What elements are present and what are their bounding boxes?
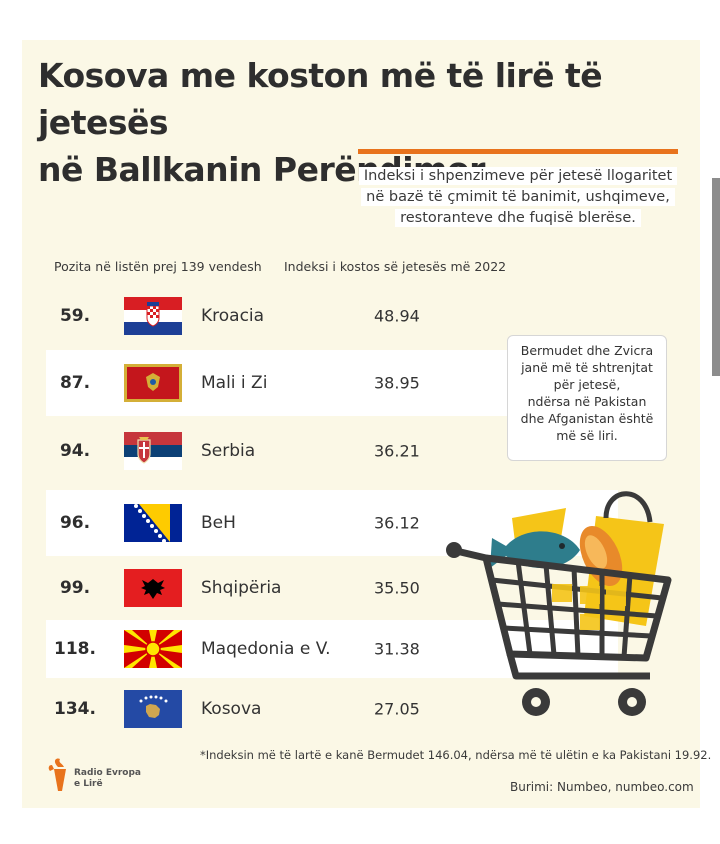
rank-column-header: Pozita në listën prej 139 vendesh	[54, 259, 262, 274]
rel-logo	[48, 758, 66, 791]
logo-line-2: e Lirë	[74, 779, 103, 789]
value-cell: 38.95	[374, 373, 420, 393]
value-column-header: Indeksi i kostos së jetesës më 2022	[284, 259, 507, 274]
kosovo-flag-icon	[124, 690, 182, 728]
value-cell: 35.50	[374, 578, 420, 598]
note-line: Bermudet dhe Zvicra	[520, 343, 654, 358]
country-cell: Kosova	[201, 699, 262, 719]
albania-flag-icon	[124, 569, 182, 607]
table-row: 94. Serbia 36.21	[46, 419, 618, 483]
source-note: Burimi: Numbeo, numbeo.com	[510, 780, 694, 794]
value-cell: 36.12	[374, 513, 420, 533]
table-row: 99. Shqipëria 35.50	[46, 557, 618, 619]
montenegro-flag-icon	[124, 364, 182, 402]
rank-cell: 118.	[54, 639, 96, 659]
subtitle-line-2: në bazë të çmimit të banimit, ushqimeve,	[361, 188, 675, 206]
country-cell: Mali i Zi	[201, 373, 268, 393]
rank-cell: 94.	[59, 441, 91, 461]
rank-cell: 99.	[59, 578, 91, 598]
scrollbar[interactable]	[712, 178, 720, 376]
serbia-flag-icon	[124, 432, 182, 470]
value-cell: 36.21	[374, 441, 420, 461]
rank-cell: 59.	[59, 306, 91, 326]
subtitle-line-3: restoranteve dhe fuqisë blerëse.	[395, 209, 641, 227]
note-line: janë më të shtrenjtat	[521, 360, 653, 375]
footnote: *Indeksin më të lartë e kanë Bermudet 14…	[200, 748, 712, 762]
torch-icon	[48, 758, 66, 791]
country-cell: Shqipëria	[201, 578, 282, 598]
note-line: dhe Afganistan është	[520, 411, 654, 426]
value-cell: 31.38	[374, 639, 420, 659]
note-line: për jetesë,	[553, 377, 621, 392]
country-cell: Maqedonia e V.	[201, 639, 331, 659]
note-box: Bermudet dhe Zvicra janë më të shtrenjta…	[507, 335, 667, 461]
logo-line-1: Radio Evropa	[74, 768, 141, 778]
logo-text: Radio Evropa e Lirë	[74, 768, 141, 790]
bosnia-flag-icon	[124, 504, 182, 542]
country-cell: Serbia	[201, 441, 256, 461]
table-row: 134. Kosova 27.05	[46, 680, 618, 738]
country-cell: BeH	[201, 513, 236, 533]
title-line-1: Kosova me koston më të lirë të jetesës	[38, 56, 603, 142]
value-cell: 48.94	[374, 306, 420, 326]
accent-line	[358, 149, 678, 154]
rank-cell: 96.	[59, 513, 91, 533]
subtitle-line-1: Indeksi i shpenzimeve për jetesë llogari…	[358, 167, 678, 185]
note-line: më së liri.	[556, 428, 618, 443]
north-macedonia-flag-icon	[124, 630, 182, 668]
country-cell: Kroacia	[201, 306, 265, 326]
subtitle: Indeksi i shpenzimeve për jetesë llogari…	[350, 166, 686, 229]
shopping-cart-illustration	[446, 491, 672, 716]
note-line: ndërsa në Pakistan	[527, 394, 647, 409]
table-row: 59. Kroacia 48.94	[46, 284, 618, 348]
rank-cell: 87.	[59, 373, 91, 393]
value-cell: 27.05	[374, 699, 420, 719]
croatia-flag-icon	[124, 297, 182, 335]
rank-cell: 134.	[54, 699, 96, 719]
